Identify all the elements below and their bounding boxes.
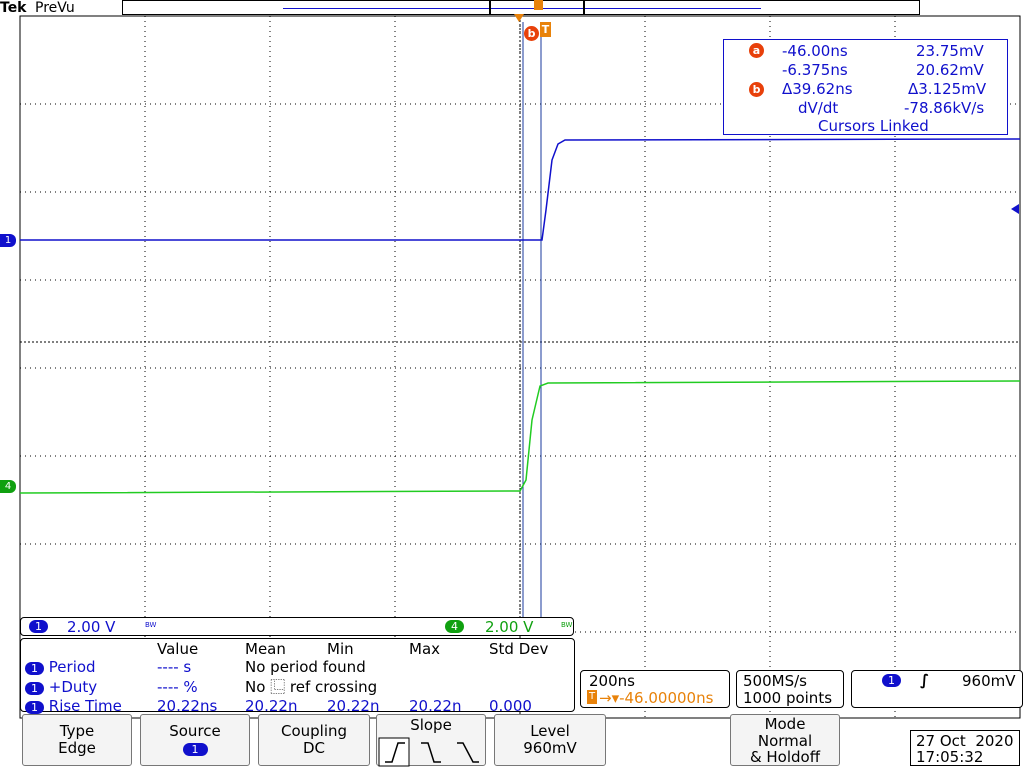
ch1-badge: 1 <box>25 662 44 675</box>
mode-value-normal: Normal <box>757 732 813 750</box>
trigger-status-panel[interactable]: 1 ∫ 960mV <box>851 670 1023 708</box>
tek-logo: Tek <box>0 0 27 16</box>
brand-label: Tek <box>0 0 27 16</box>
cursor-b-time: -6.375ns <box>782 61 848 79</box>
measurement-value: ---- s <box>157 658 192 676</box>
acquisition-mode-label: PreVu <box>35 0 75 16</box>
time-label: 17:05:32 <box>916 748 984 766</box>
measurement-min: 20.22n <box>327 697 380 715</box>
cursor-a-time: -46.00ns <box>782 42 848 60</box>
cursor-b-icon: b <box>524 26 539 41</box>
ch1-badge: 1 <box>25 681 44 695</box>
acquisition-panel[interactable]: 500MS/s 1000 points <box>736 670 844 708</box>
source-label: Source <box>169 722 221 740</box>
rising-slope-icon <box>378 737 410 767</box>
falling-slope-icon <box>421 742 441 763</box>
ch4-bw-indicator: BW <box>561 621 573 629</box>
coupling-value: DC <box>302 739 326 757</box>
cursor-dvdt-value: -78.86kV/s <box>904 99 985 117</box>
header-mean: Mean <box>245 640 286 658</box>
ch1-bw-indicator: BW <box>145 621 157 629</box>
slope-label: Slope <box>410 716 452 734</box>
trigger-level-arrow-icon[interactable] <box>1011 204 1019 214</box>
trigger-t-icon: T <box>587 690 597 704</box>
measurement-row-rise-time[interactable]: 1 Rise Time 20.22ns 20.22n 20.22n 20.22n… <box>25 697 548 715</box>
trigger-level: 960mV <box>962 672 1016 690</box>
measurement-status: No ⿺ ref crossing <box>245 678 378 696</box>
level-button[interactable]: Level 960mV <box>494 714 606 766</box>
cursor-b-marker[interactable]: b <box>524 22 539 41</box>
record-view-line <box>283 8 761 9</box>
trigger-source-badge: 1 <box>882 674 901 687</box>
cursor-delta-volt: Δ3.125mV <box>908 80 987 98</box>
trigger-t-marker[interactable]: T <box>540 22 551 37</box>
date-label: 27 Oct 2020 <box>916 732 1014 750</box>
ch1-scale-badge[interactable]: 1 <box>29 620 48 633</box>
type-value: Edge <box>58 739 96 757</box>
ch4-scale-badge[interactable]: 4 <box>445 620 464 633</box>
record-length: 1000 points <box>743 689 833 707</box>
measurement-name: Period <box>48 658 96 676</box>
ch4-ground-marker[interactable]: 4 <box>0 480 16 493</box>
record-trigger-marker <box>534 0 543 10</box>
cursor-a-icon: a <box>749 43 764 58</box>
record-view-window[interactable] <box>489 1 585 14</box>
rising-edge-icon: ∫ <box>920 671 930 689</box>
cursor-a-volt: 23.75mV <box>916 42 984 60</box>
measurement-value: 20.22ns <box>157 697 218 715</box>
level-value: 960mV <box>523 739 577 757</box>
header-max: Max <box>409 640 441 658</box>
trigger-position-marker[interactable] <box>514 14 524 22</box>
measurement-max: 20.22n <box>409 697 462 715</box>
either-slope-icon <box>457 742 479 763</box>
type-button[interactable]: Type Edge <box>22 714 132 766</box>
type-label: Type <box>59 722 95 740</box>
measurement-header-row: Value Mean Min Max Std Dev <box>25 640 548 658</box>
source-ch1-badge: 1 <box>182 743 208 756</box>
measurement-name: +Duty <box>48 677 98 696</box>
mode-button[interactable]: Mode Normal & Holdoff <box>730 714 840 766</box>
source-button[interactable]: Source 1 <box>140 714 250 766</box>
measurement-value: ---- % <box>157 677 198 696</box>
measurement-row-duty[interactable]: 1 +Duty ---- % No ⿺ ref crossing <box>25 676 548 697</box>
measurement-row-period[interactable]: 1 Period ---- s No period found <box>25 658 548 676</box>
datetime-panel: 27 Oct 2020 17:05:32 <box>910 730 1020 766</box>
measurement-name: Rise Time <box>48 697 122 715</box>
header-std-dev: Std Dev <box>489 640 549 658</box>
measurement-status: No period found <box>245 658 366 676</box>
coupling-button[interactable]: Coupling DC <box>258 714 370 766</box>
mode-label: Mode <box>764 715 806 733</box>
slope-button[interactable]: Slope <box>376 714 486 767</box>
level-label: Level <box>530 722 570 740</box>
measurement-mean: 20.22n <box>245 697 298 715</box>
ch4-waveform <box>19 380 1021 494</box>
channel-scale-bar[interactable]: 1 2.00 V BW 4 2.00 V BW <box>20 617 574 636</box>
cursor-delta-time: Δ39.62ns <box>782 80 853 98</box>
cursor-b-readout-icon: b <box>749 82 764 97</box>
cursor-readout-panel: a -46.00ns 23.75mV -6.375ns 20.62mV b Δ3… <box>723 39 1008 135</box>
header-value: Value <box>157 640 199 658</box>
cursors-linked-label: Cursors Linked <box>818 117 929 135</box>
ch1-badge: 1 <box>25 701 44 714</box>
mode-value-holdoff: & Holdoff <box>749 748 821 766</box>
coupling-label: Coupling <box>280 722 348 740</box>
cursor-b-volt: 20.62mV <box>916 61 984 79</box>
horizontal-scale[interactable]: 200ns <box>589 672 635 690</box>
measurement-std-dev: 0.000 <box>489 697 532 715</box>
timebase-panel[interactable]: 200ns T →▾-46.00000ns <box>580 670 730 708</box>
header-min: Min <box>327 640 354 658</box>
measurement-panel: Value Mean Min Max Std Dev 1 Period ----… <box>20 638 575 715</box>
horizontal-position[interactable]: →▾-46.00000ns <box>599 689 714 707</box>
cursor-dvdt-label: dV/dt <box>798 99 839 117</box>
sample-rate: 500MS/s <box>743 672 807 690</box>
ch1-waveform <box>20 138 1021 241</box>
ch1-ground-marker[interactable]: 1 <box>0 234 16 247</box>
ch4-scale-value[interactable]: 2.00 V <box>485 618 534 636</box>
ch1-scale-value[interactable]: 2.00 V <box>67 618 116 636</box>
